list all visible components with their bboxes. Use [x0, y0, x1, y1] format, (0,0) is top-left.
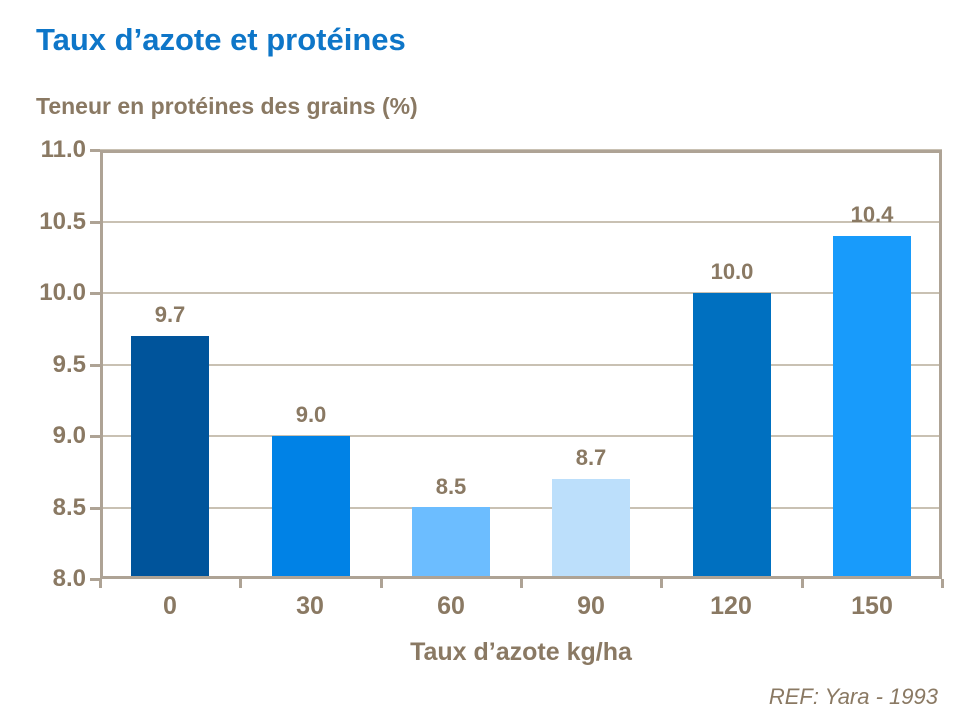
x-tick-mark [801, 579, 804, 588]
bar-90 [552, 479, 630, 579]
gridline [100, 292, 942, 294]
y-tick-mark [90, 435, 100, 438]
bar-30 [272, 436, 350, 579]
gridline [100, 149, 942, 151]
x-tick-mark [239, 579, 242, 588]
bar-value-label: 9.7 [154, 302, 186, 327]
y-tick-mark [90, 221, 100, 224]
x-tick-mark [380, 579, 383, 588]
y-tick-label: 8.0 [52, 565, 86, 592]
x-tick-label: 60 [437, 592, 465, 620]
gridline [100, 435, 942, 437]
y-tick-mark [90, 292, 100, 295]
bar-value-label: 8.5 [435, 474, 467, 499]
y-tick-mark [90, 364, 100, 367]
y-tick-mark [90, 578, 100, 581]
bar-120 [693, 293, 771, 579]
reference-note: REF: Yara - 1993 [768, 684, 938, 709]
x-axis-title: Taux d’azote kg/ha [410, 638, 632, 666]
y-tick-mark [90, 507, 100, 510]
bar-150 [833, 236, 911, 579]
bar-value-label: 10.0 [710, 259, 754, 284]
plot-area: 9.7 9.0 8.5 8.7 10.0 10.4 [100, 149, 942, 579]
x-tick-mark [520, 579, 523, 588]
bar-value-label: 10.4 [850, 202, 894, 227]
x-tick-mark [660, 579, 663, 588]
x-tick-label: 120 [710, 592, 752, 620]
y-tick-label: 11.0 [40, 136, 86, 163]
y-tick-label: 10.0 [39, 279, 86, 306]
bar-60 [412, 507, 490, 579]
y-tick-label: 8.5 [52, 494, 86, 521]
bar-value-label: 8.7 [575, 445, 607, 470]
gridline [100, 507, 942, 509]
x-tick-mark [941, 579, 944, 588]
x-tick-label: 150 [851, 592, 893, 620]
y-axis-title: Teneur en protéines des grains (%) [36, 93, 418, 119]
x-tick-label: 90 [577, 592, 605, 620]
bar-0 [131, 336, 209, 579]
gridline [100, 221, 942, 223]
x-tick-mark [99, 579, 102, 588]
chart-title: Taux d’azote et protéines [36, 22, 406, 57]
y-tick-label: 9.0 [52, 422, 86, 449]
x-tick-label: 30 [296, 592, 324, 620]
bar-value-label: 9.0 [295, 402, 327, 427]
y-tick-label: 10.5 [39, 208, 86, 235]
y-tick-label: 9.5 [52, 351, 86, 378]
y-tick-mark [90, 149, 100, 152]
gridline [100, 364, 942, 366]
x-tick-label: 0 [163, 592, 177, 620]
